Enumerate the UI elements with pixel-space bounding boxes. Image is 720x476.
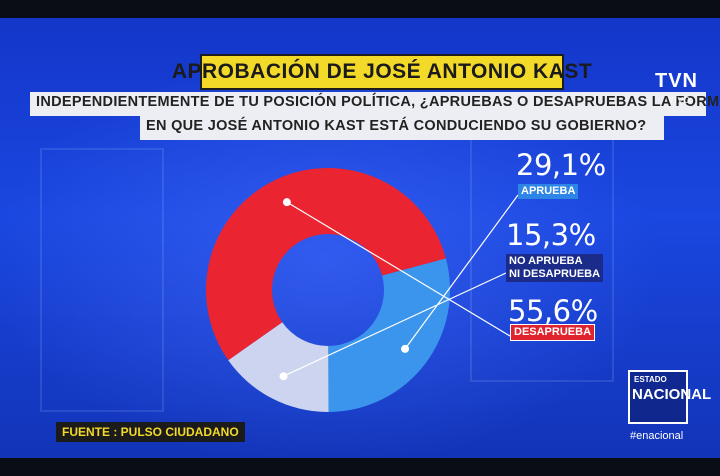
leader-no-aprueba-ni-desaprueba-dot (279, 372, 288, 381)
live-indicator: VIVO (668, 96, 692, 105)
leader-no-aprueba-ni-desaprueba (283, 272, 507, 377)
program-logo-small: ESTADO (634, 375, 667, 384)
source-caption: FUENTE : PULSO CIUDADANO (56, 422, 245, 442)
label-neutral-line-1: NO APRUEBA (509, 255, 583, 267)
leader-desaprueba-dot (282, 198, 291, 207)
label-no-aprueba-ni-desaprueba: NO APRUEBA NI DESAPRUEBA (506, 254, 604, 282)
program-logo-big: NACIONAL (632, 386, 712, 403)
tv-screen: APROBACIÓN DE JOSÉ ANTONIO KAST INDEPEND… (0, 18, 720, 458)
tvn-logo: TVN (655, 70, 698, 92)
slice-desaprueba (205, 168, 446, 361)
leader-aprueba-dot (401, 344, 410, 353)
label-neutral-line-2: NI DESAPRUEBA (509, 268, 601, 280)
leader-aprueba (404, 194, 519, 350)
label-desaprueba: DESAPRUEBA (510, 324, 596, 341)
program-hashtag: #enacional (630, 430, 684, 442)
chart-title: APROBACIÓN DE JOSÉ ANTONIO KAST (172, 54, 592, 90)
percent-desaprueba: 55,6% (508, 294, 598, 328)
leader-desaprueba (286, 201, 511, 337)
label-aprueba: APRUEBA (518, 184, 579, 199)
background-building-left (40, 148, 164, 412)
donut-chart (205, 168, 519, 412)
percent-aprueba: 29,1% (516, 148, 606, 182)
question-line-1: INDEPENDIENTEMENTE DE TU POSICIÓN POLÍTI… (30, 92, 720, 116)
slice-no-aprueba-ni-desaprueba (228, 322, 329, 412)
slice-aprueba (328, 258, 450, 412)
program-logo-box (628, 370, 688, 424)
percent-no-aprueba-ni-desaprueba: 15,3% (506, 218, 596, 252)
survey-question: INDEPENDIENTEMENTE DE TU POSICIÓN POLÍTI… (30, 92, 720, 144)
question-line-2: EN QUE JOSÉ ANTONIO KAST ESTÁ CONDUCIEND… (140, 116, 664, 140)
